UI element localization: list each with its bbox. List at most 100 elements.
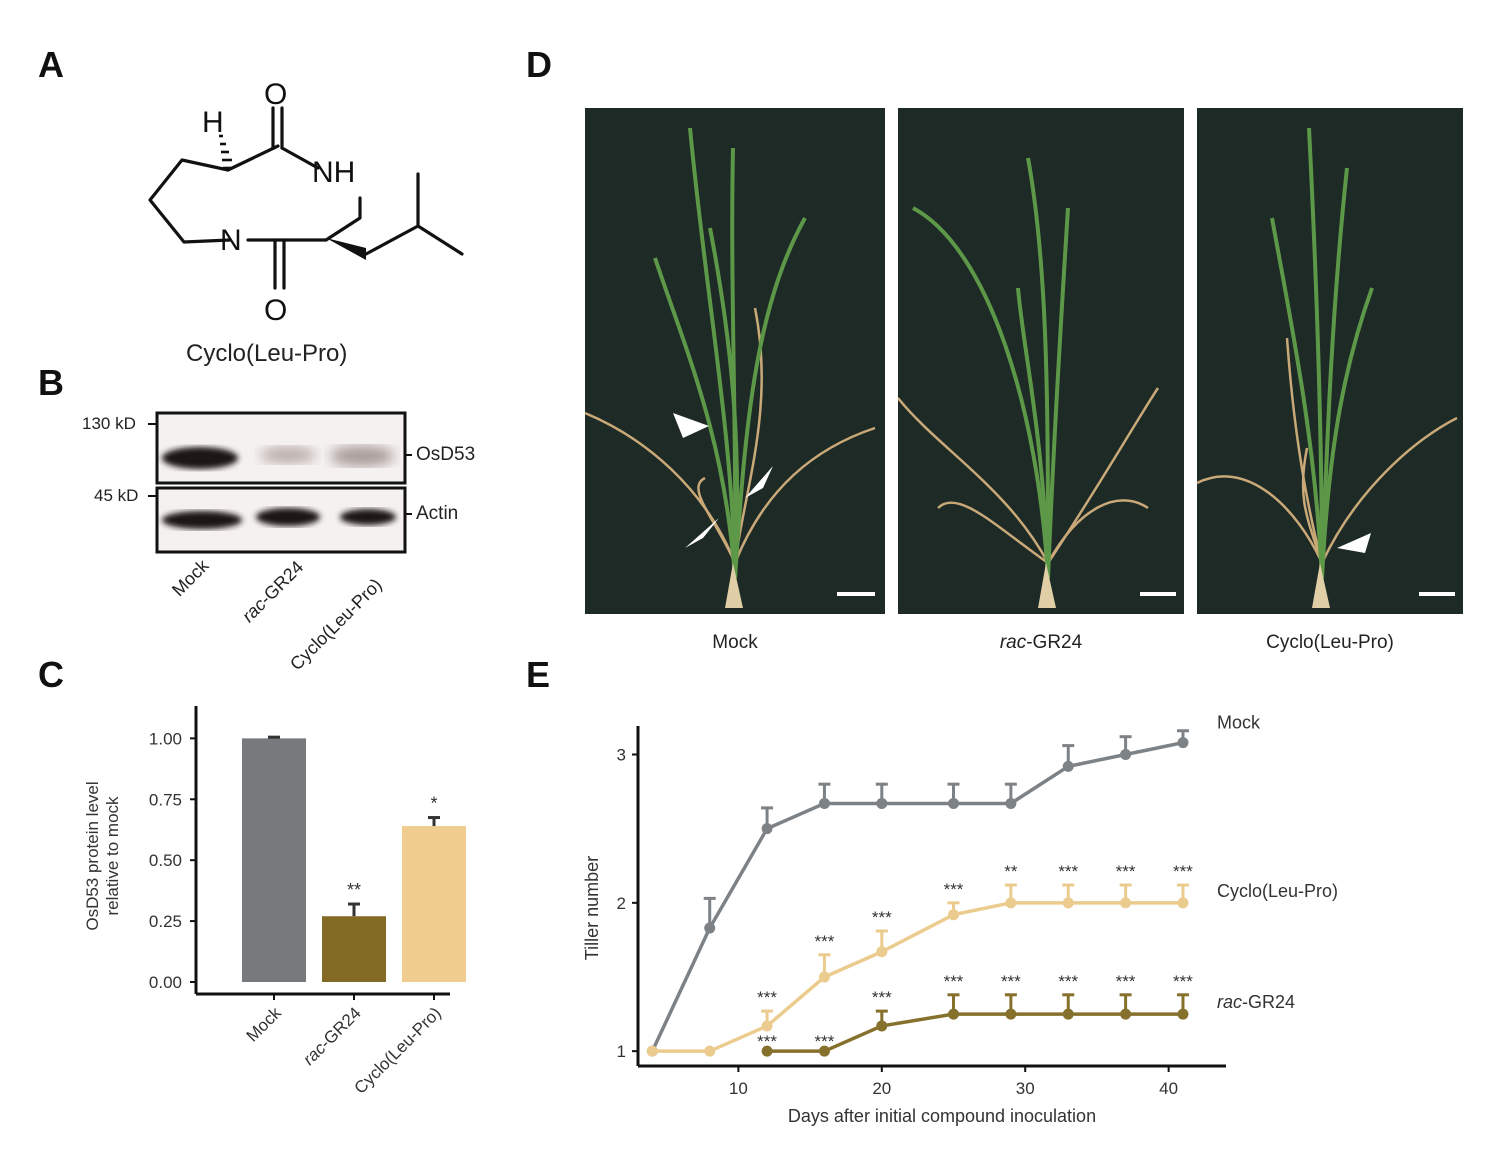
data-point — [1062, 1008, 1074, 1020]
x-tick-label: rac-GR24 — [299, 1003, 365, 1069]
atom-h: H — [202, 106, 224, 139]
y-tick-label: 0.75 — [149, 790, 182, 809]
photo-rac-gr24 — [898, 108, 1184, 614]
atom-nh: NH — [312, 156, 355, 189]
x-tick-label: 30 — [1016, 1079, 1035, 1098]
significance-marker: *** — [1058, 972, 1078, 991]
marker-45kd: 45 kD — [94, 486, 139, 505]
series-cyclo-leu-pro-: ************** *** *** *** — [646, 862, 1193, 1057]
y-tick-label: 0.00 — [149, 973, 182, 992]
atom-n: N — [220, 224, 242, 257]
significance-marker: *** — [757, 1032, 777, 1051]
bar — [322, 916, 386, 982]
x-tick-label: 10 — [729, 1079, 748, 1098]
y-tick-label: 0.50 — [149, 851, 182, 870]
data-point — [1062, 897, 1074, 909]
x-axis-label: Days after initial compound inoculation — [788, 1106, 1096, 1126]
data-point — [1062, 760, 1074, 772]
atom-o-top: O — [264, 78, 287, 111]
bar — [242, 738, 306, 982]
data-point — [948, 1008, 960, 1020]
photo-cyclo-leu-pro — [1197, 108, 1463, 614]
panel-label-b: B — [38, 362, 64, 403]
data-point — [761, 1020, 773, 1032]
series-label: Mock — [1217, 713, 1261, 733]
significance-marker: *** — [815, 1032, 835, 1051]
photo-caption-cyclo: Cyclo(Leu-Pro) — [1266, 632, 1394, 653]
data-point — [1120, 1008, 1132, 1020]
data-point — [876, 946, 888, 958]
series-line — [652, 901, 1183, 1053]
significance-marker: *** — [815, 932, 835, 951]
atom-o-bottom: O — [264, 294, 287, 327]
x-tick-label: 40 — [1159, 1079, 1178, 1098]
panel-label-e: E — [526, 654, 551, 695]
data-point — [1177, 1008, 1189, 1020]
y-axis-label: relative to mock — [103, 796, 122, 916]
data-point — [818, 971, 830, 983]
data-point — [1120, 749, 1132, 760]
series-mock — [646, 729, 1189, 1057]
bar — [402, 826, 466, 982]
significance-marker: *** — [872, 988, 892, 1007]
data-point — [761, 823, 773, 835]
series-line — [650, 740, 1184, 1052]
significance-marker: *** — [872, 908, 892, 927]
data-point — [1177, 737, 1189, 749]
series-line — [767, 1012, 1183, 1053]
series-label: Cyclo(Leu-Pro) — [1217, 881, 1338, 901]
y-tick-label: 0.25 — [149, 912, 182, 931]
data-point — [948, 797, 960, 809]
data-point — [876, 797, 888, 809]
data-point — [1120, 897, 1132, 909]
data-point — [1005, 897, 1017, 909]
y-tick-label: 2 — [617, 894, 626, 913]
y-tick-label: 1 — [617, 1042, 626, 1061]
panel-label-a: A — [38, 44, 64, 85]
significance-marker: *** — [757, 988, 777, 1007]
chemical-structure: H O NH N O — [148, 78, 464, 327]
significance-marker: *** — [1173, 862, 1193, 881]
significance-marker: *** — [1173, 972, 1193, 991]
band-label-actin: Actin — [416, 503, 459, 524]
data-point — [646, 1045, 658, 1057]
x-tick-label: Cyclo(Leu-Pro) — [351, 1003, 445, 1097]
line-chart: 1 2 3 10 20 30 40 Days after initial compound i… — [582, 713, 1338, 1126]
data-point — [818, 1045, 830, 1057]
structure-name: Cyclo(Leu-Pro) — [186, 340, 348, 367]
data-point — [876, 1020, 888, 1032]
y-tick-label: 3 — [617, 746, 626, 765]
series-rac-gr24: *** *** *** *** *** *** *** *** — [757, 972, 1193, 1057]
data-point — [1005, 1008, 1017, 1020]
data-point — [948, 909, 960, 921]
significance-marker: ** — [347, 880, 361, 900]
photo-mock — [585, 108, 885, 614]
y-axis-label: OsD53 protein level — [83, 781, 102, 930]
photo-caption-rac-gr24: rac-GR24 — [999, 632, 1083, 653]
significance-marker: * — [430, 794, 437, 814]
data-point — [1177, 897, 1189, 909]
blot-lane-rac-gr24: rac-GR24 — [238, 556, 308, 627]
y-axis-label: Tiller number — [582, 856, 602, 960]
data-point — [704, 922, 716, 934]
significance-marker: *** — [1116, 972, 1136, 991]
series-label: rac-GR24 — [1217, 992, 1295, 1012]
significance-marker: ** — [1004, 862, 1018, 881]
data-point — [761, 1045, 773, 1057]
significance-marker: *** — [944, 972, 964, 991]
panel-label-c: C — [38, 654, 64, 695]
x-tick-label: 20 — [872, 1079, 891, 1098]
significance-marker: *** — [944, 880, 964, 899]
y-tick-label: 1.00 — [149, 729, 182, 748]
blot-image — [148, 411, 412, 554]
blot-lane-mock: Mock — [168, 555, 213, 601]
significance-marker: *** — [1116, 862, 1136, 881]
marker-130kd: 130 kD — [82, 414, 136, 433]
significance-marker: *** — [1058, 862, 1078, 881]
data-point — [1005, 797, 1017, 809]
x-tick-label: Mock — [243, 1003, 286, 1046]
band-label-osd53: OsD53 — [416, 444, 476, 465]
panel-label-d: D — [526, 44, 552, 85]
significance-marker: *** — [1001, 972, 1021, 991]
